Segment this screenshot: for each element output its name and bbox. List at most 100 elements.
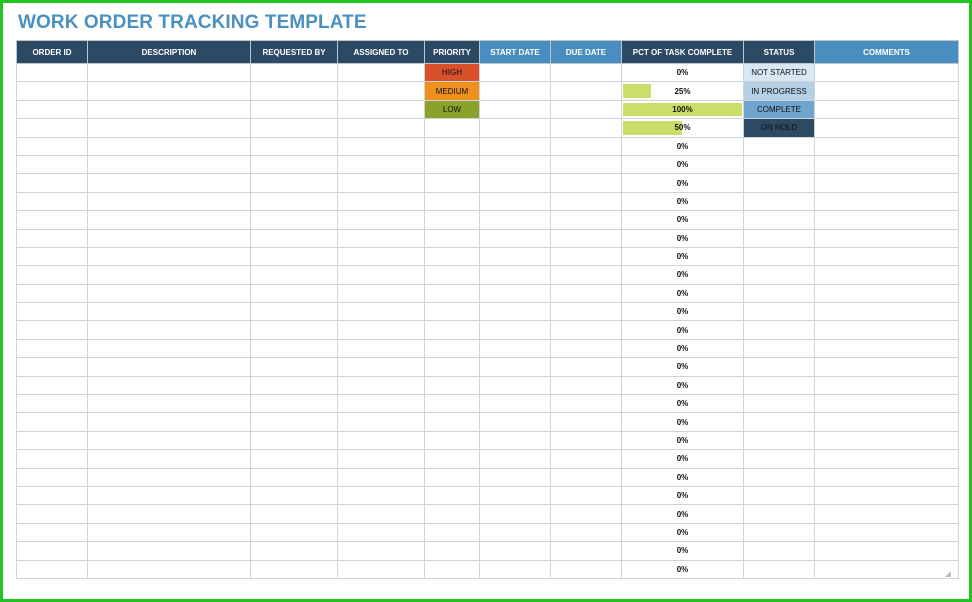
- cell-start-date[interactable]: [479, 265, 551, 285]
- cell-description[interactable]: [87, 504, 251, 524]
- cell-start-date[interactable]: [479, 430, 551, 451]
- cell-assigned-to[interactable]: [337, 430, 425, 451]
- cell-description[interactable]: [87, 154, 251, 175]
- cell-order-id[interactable]: [16, 375, 88, 396]
- cell-priority[interactable]: [424, 136, 480, 156]
- cell-description[interactable]: [87, 62, 251, 83]
- pct-complete-cell[interactable]: 0%: [621, 283, 744, 304]
- cell-status[interactable]: [743, 394, 815, 414]
- cell-assigned-to[interactable]: [337, 173, 425, 193]
- cell-description[interactable]: [87, 118, 251, 138]
- cell-requested-by[interactable]: [250, 559, 338, 579]
- cell-order-id[interactable]: [16, 118, 88, 138]
- cell-requested-by[interactable]: [250, 118, 338, 138]
- cell-order-id[interactable]: [16, 467, 88, 487]
- cell-description[interactable]: [87, 283, 251, 304]
- column-header-start-date[interactable]: START DATE: [479, 40, 551, 64]
- pct-complete-cell[interactable]: 0%: [621, 522, 744, 543]
- column-header-pct-of-task-complete[interactable]: PCT OF TASK COMPLETE: [621, 40, 744, 64]
- cell-description[interactable]: [87, 320, 251, 340]
- cell-order-id[interactable]: [16, 394, 88, 414]
- pct-complete-cell[interactable]: 0%: [621, 173, 744, 193]
- cell-assigned-to[interactable]: [337, 467, 425, 487]
- pct-complete-cell[interactable]: 0%: [621, 467, 744, 487]
- cell-comments[interactable]: [814, 430, 959, 451]
- cell-order-id[interactable]: [16, 136, 88, 156]
- cell-assigned-to[interactable]: [337, 449, 425, 469]
- cell-start-date[interactable]: [479, 191, 551, 212]
- cell-status[interactable]: [743, 504, 815, 524]
- cell-due-date[interactable]: [550, 210, 622, 230]
- cell-start-date[interactable]: [479, 375, 551, 396]
- column-header-due-date[interactable]: DUE DATE: [550, 40, 622, 64]
- cell-comments[interactable]: [814, 485, 959, 506]
- cell-assigned-to[interactable]: [337, 522, 425, 543]
- column-header-status[interactable]: STATUS: [743, 40, 815, 64]
- cell-status[interactable]: [743, 154, 815, 175]
- cell-start-date[interactable]: [479, 99, 551, 120]
- cell-requested-by[interactable]: [250, 467, 338, 487]
- cell-assigned-to[interactable]: [337, 62, 425, 83]
- pct-complete-cell[interactable]: 0%: [621, 302, 744, 322]
- cell-start-date[interactable]: [479, 62, 551, 83]
- cell-priority[interactable]: [424, 338, 480, 359]
- cell-start-date[interactable]: [479, 302, 551, 322]
- cell-requested-by[interactable]: [250, 283, 338, 304]
- pct-complete-cell[interactable]: 0%: [621, 541, 744, 561]
- cell-start-date[interactable]: [479, 541, 551, 561]
- status-cell[interactable]: IN PROGRESS: [743, 81, 815, 101]
- cell-priority[interactable]: [424, 320, 480, 340]
- cell-assigned-to[interactable]: [337, 265, 425, 285]
- cell-order-id[interactable]: [16, 99, 88, 120]
- cell-description[interactable]: [87, 394, 251, 414]
- pct-complete-cell[interactable]: 0%: [621, 265, 744, 285]
- cell-status[interactable]: [743, 467, 815, 487]
- cell-requested-by[interactable]: [250, 228, 338, 248]
- status-cell[interactable]: COMPLETE: [743, 99, 815, 120]
- cell-due-date[interactable]: [550, 265, 622, 285]
- cell-comments[interactable]: [814, 154, 959, 175]
- cell-due-date[interactable]: [550, 154, 622, 175]
- cell-comments[interactable]: [814, 265, 959, 285]
- cell-order-id[interactable]: [16, 430, 88, 451]
- cell-description[interactable]: [87, 228, 251, 248]
- cell-due-date[interactable]: [550, 320, 622, 340]
- cell-description[interactable]: [87, 467, 251, 487]
- cell-requested-by[interactable]: [250, 320, 338, 340]
- cell-assigned-to[interactable]: [337, 81, 425, 101]
- cell-comments[interactable]: [814, 320, 959, 340]
- cell-order-id[interactable]: [16, 338, 88, 359]
- cell-order-id[interactable]: [16, 246, 88, 267]
- cell-requested-by[interactable]: [250, 394, 338, 414]
- cell-order-id[interactable]: [16, 522, 88, 543]
- cell-requested-by[interactable]: [250, 136, 338, 156]
- cell-due-date[interactable]: [550, 485, 622, 506]
- cell-description[interactable]: [87, 210, 251, 230]
- pct-complete-cell[interactable]: 0%: [621, 191, 744, 212]
- cell-status[interactable]: [743, 375, 815, 396]
- cell-description[interactable]: [87, 81, 251, 101]
- cell-order-id[interactable]: [16, 210, 88, 230]
- cell-start-date[interactable]: [479, 504, 551, 524]
- cell-description[interactable]: [87, 559, 251, 579]
- cell-assigned-to[interactable]: [337, 302, 425, 322]
- cell-order-id[interactable]: [16, 191, 88, 212]
- cell-due-date[interactable]: [550, 302, 622, 322]
- cell-start-date[interactable]: [479, 136, 551, 156]
- cell-assigned-to[interactable]: [337, 136, 425, 156]
- cell-description[interactable]: [87, 485, 251, 506]
- cell-description[interactable]: [87, 136, 251, 156]
- cell-status[interactable]: [743, 283, 815, 304]
- cell-description[interactable]: [87, 541, 251, 561]
- cell-status[interactable]: [743, 265, 815, 285]
- cell-status[interactable]: [743, 191, 815, 212]
- cell-assigned-to[interactable]: [337, 246, 425, 267]
- cell-start-date[interactable]: [479, 228, 551, 248]
- cell-due-date[interactable]: [550, 99, 622, 120]
- cell-requested-by[interactable]: [250, 522, 338, 543]
- cell-status[interactable]: [743, 320, 815, 340]
- cell-due-date[interactable]: [550, 541, 622, 561]
- cell-order-id[interactable]: [16, 265, 88, 285]
- cell-comments[interactable]: [814, 283, 959, 304]
- cell-due-date[interactable]: [550, 191, 622, 212]
